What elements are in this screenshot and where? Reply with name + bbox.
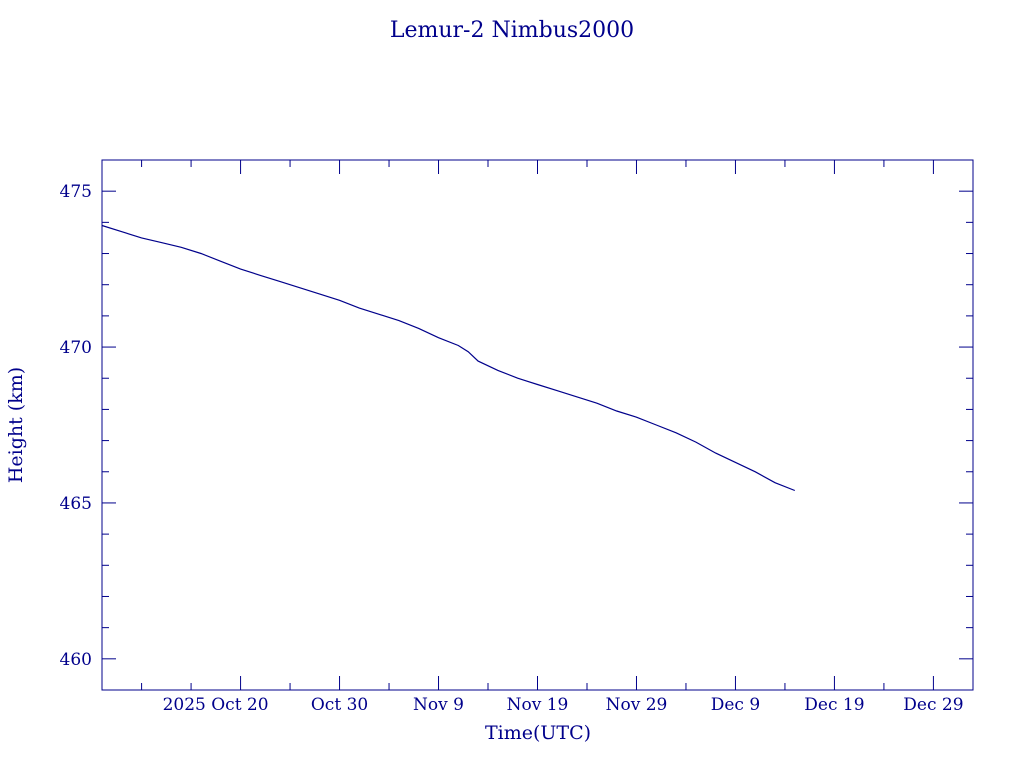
x-tick-label: Dec 9 [711, 695, 760, 715]
x-tick-label: Dec 19 [804, 695, 864, 715]
x-tick-label: Nov 19 [507, 695, 569, 715]
x-tick-label: Oct 30 [311, 695, 368, 715]
y-tick-label: 465 [60, 494, 92, 514]
plot-frame [101, 159, 974, 691]
y-axis-label: Height (km) [5, 367, 27, 483]
x-tick-label: Nov 29 [606, 695, 668, 715]
y-tick-label: 475 [60, 182, 92, 202]
series-line-0 [101, 224, 796, 492]
chart-title: Lemur-2 Nimbus2000 [390, 18, 634, 43]
x-tick-label: Nov 9 [413, 695, 464, 715]
x-tick-label: 2025 Oct 20 [163, 695, 269, 715]
y-tick-label: 470 [60, 338, 92, 358]
series-group [101, 224, 796, 492]
y-axis-ticks: 460 465 470 475 [60, 159, 973, 691]
x-tick-label: Dec 29 [903, 695, 963, 715]
y-tick-label: 460 [60, 650, 92, 670]
x-axis-label: Time(UTC) [485, 722, 591, 744]
x-axis-ticks: 2025 Oct 20 Oct 30 Nov 9 Nov 19 Nov 29 Dec 9 D… [141, 160, 964, 715]
